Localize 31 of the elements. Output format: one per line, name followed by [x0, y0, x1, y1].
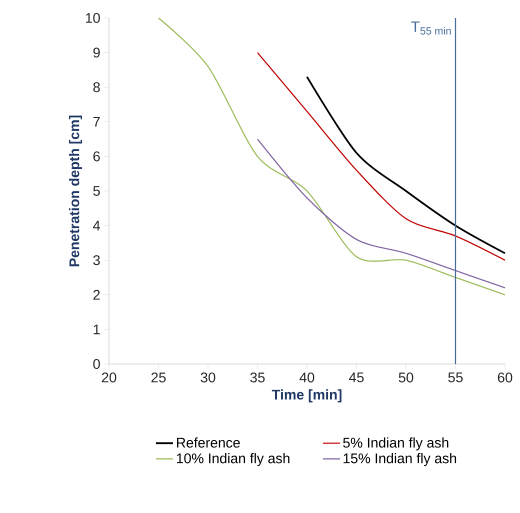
x-tick-label: 55 [448, 372, 463, 382]
legend-label: 5% Indian fly ash [343, 437, 448, 450]
x-tick-label: 20 [102, 372, 116, 382]
line-series [158, 17, 506, 296]
y-tick-label: 0 [93, 359, 100, 369]
x-tick-label: 35 [250, 372, 265, 382]
line-series [306, 76, 506, 254]
legend-label: 10% Indian fly ash [176, 453, 290, 466]
y-tick-label: 4 [93, 220, 100, 230]
x-axis-title: Time [min] [272, 389, 342, 402]
x-tick-label: 50 [398, 372, 414, 382]
x-tick-label: 30 [200, 372, 216, 382]
y-tick-label: 10 [86, 13, 100, 23]
y-tick-label: 7 [93, 116, 100, 127]
legend-label: Reference [177, 437, 240, 448]
x-tick-label: 45 [349, 372, 364, 382]
y-tick-label: 6 [93, 151, 100, 162]
line-series [256, 52, 506, 261]
ref-line-label: T$_{55 min}$ [411, 22, 451, 35]
y-tick-label: 8 [93, 82, 100, 92]
y-tick-label: 3 [93, 255, 100, 266]
line-series [256, 138, 506, 288]
x-tick-label: 40 [300, 372, 314, 382]
x-tick-label: 25 [151, 372, 166, 382]
y-tick-label: 9 [93, 48, 100, 58]
y-tick-label: 1 [94, 324, 100, 334]
legend-label: 15% Indian fly ash [344, 453, 456, 466]
y-tick-label: 5 [93, 186, 100, 196]
y-tick-label: 2 [93, 290, 100, 300]
x-tick-label: 60 [498, 372, 512, 382]
y-axis-title: Penetration depth [cm] [68, 116, 82, 266]
